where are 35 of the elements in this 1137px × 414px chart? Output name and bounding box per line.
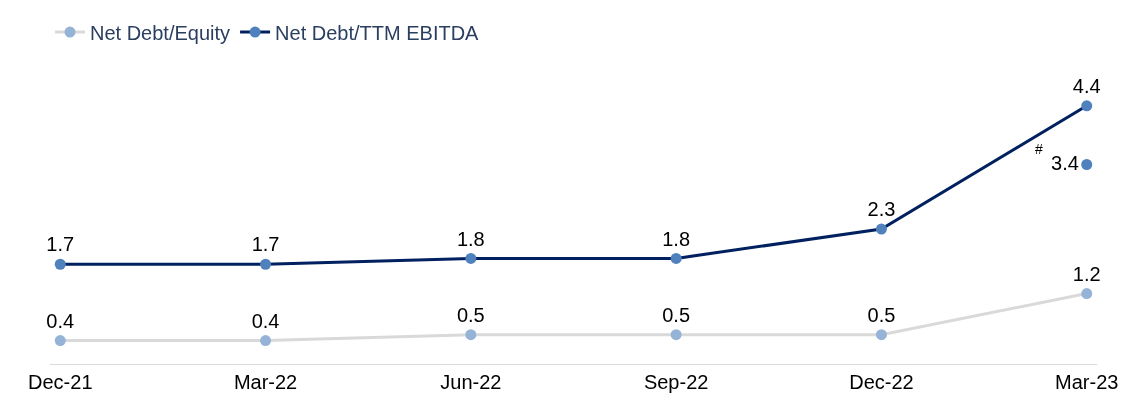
x-tick-label: Dec-22 (849, 371, 914, 393)
data-label: 3.4 (1051, 151, 1079, 174)
annotation: # (1035, 141, 1043, 157)
point (465, 329, 477, 341)
legend-label: Net Debt/TTM EBITDA (275, 21, 480, 44)
x-tick-label: Mar-22 (233, 371, 298, 393)
x-tick-label: Sep-22 (643, 371, 709, 393)
point (465, 252, 477, 264)
data-label: 2.3 (867, 198, 896, 221)
data-label: 1.7 (46, 233, 75, 256)
data-label: 0.5 (867, 303, 896, 326)
data-label: 4.4 (1072, 74, 1101, 97)
point (670, 329, 682, 341)
point (1081, 159, 1093, 170)
point (875, 223, 887, 235)
point (260, 335, 272, 347)
data-label: 0.5 (456, 303, 485, 326)
data-label: 0.4 (251, 309, 280, 332)
data-label: 1.7 (251, 233, 280, 256)
data-label: 0.5 (662, 303, 691, 326)
data-label: 1.2 (1072, 262, 1101, 285)
point (1081, 288, 1093, 300)
point (875, 329, 887, 341)
point (54, 335, 66, 347)
data-label: 1.8 (662, 227, 691, 250)
point (670, 252, 682, 264)
point (54, 258, 66, 270)
point (1081, 100, 1093, 112)
data-label: 0.4 (46, 309, 75, 332)
x-tick-label: Mar-23 (1055, 371, 1119, 393)
point (260, 258, 272, 270)
x-tick-label: Jun-22 (440, 371, 502, 393)
x-tick-label: Dec-21 (28, 371, 93, 393)
legend-label: Net Debt/Equity (90, 21, 231, 44)
data-label: 1.8 (456, 227, 485, 250)
